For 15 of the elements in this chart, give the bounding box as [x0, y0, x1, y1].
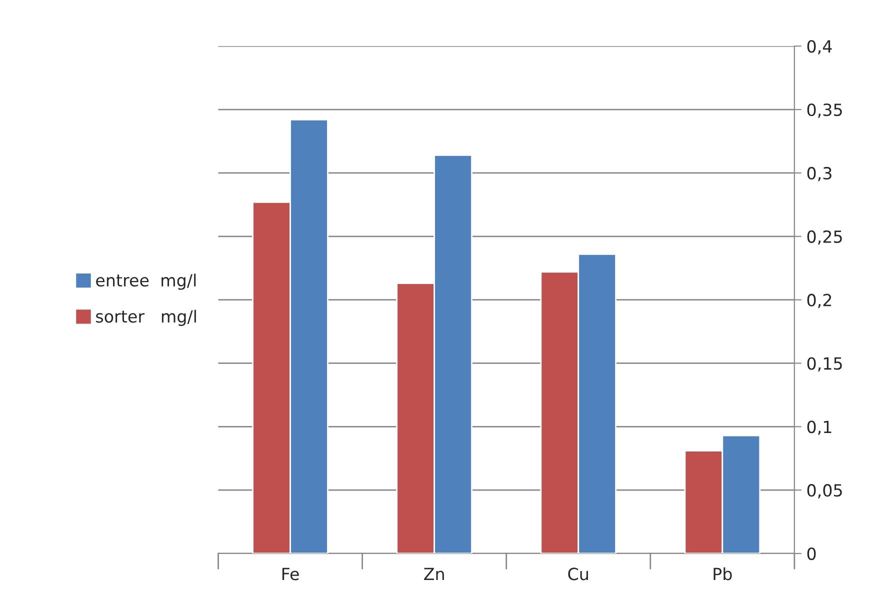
y-tick-label: 0,1: [807, 420, 832, 435]
y-tick-label: 0,4: [807, 40, 832, 54]
x-tick-label: Zn: [424, 568, 444, 580]
y-tick-label: 0,25: [807, 230, 842, 245]
y-tick-label: 0,35: [807, 104, 842, 118]
x-tick-label: Fe: [282, 568, 299, 580]
y-tick-label: 0: [807, 547, 816, 560]
x-tick-label: Pb: [714, 567, 732, 580]
legend-label: entree mg/l: [96, 274, 196, 290]
y-tick-label: 0,3: [807, 166, 832, 182]
y-tick-label: 0,05: [807, 484, 842, 498]
y-tick-label: 0,15: [807, 357, 842, 372]
legend-label: sorter mg/l: [96, 310, 196, 326]
x-tick-label: Cu: [568, 568, 588, 580]
y-tick-label: 0,2: [807, 294, 832, 308]
